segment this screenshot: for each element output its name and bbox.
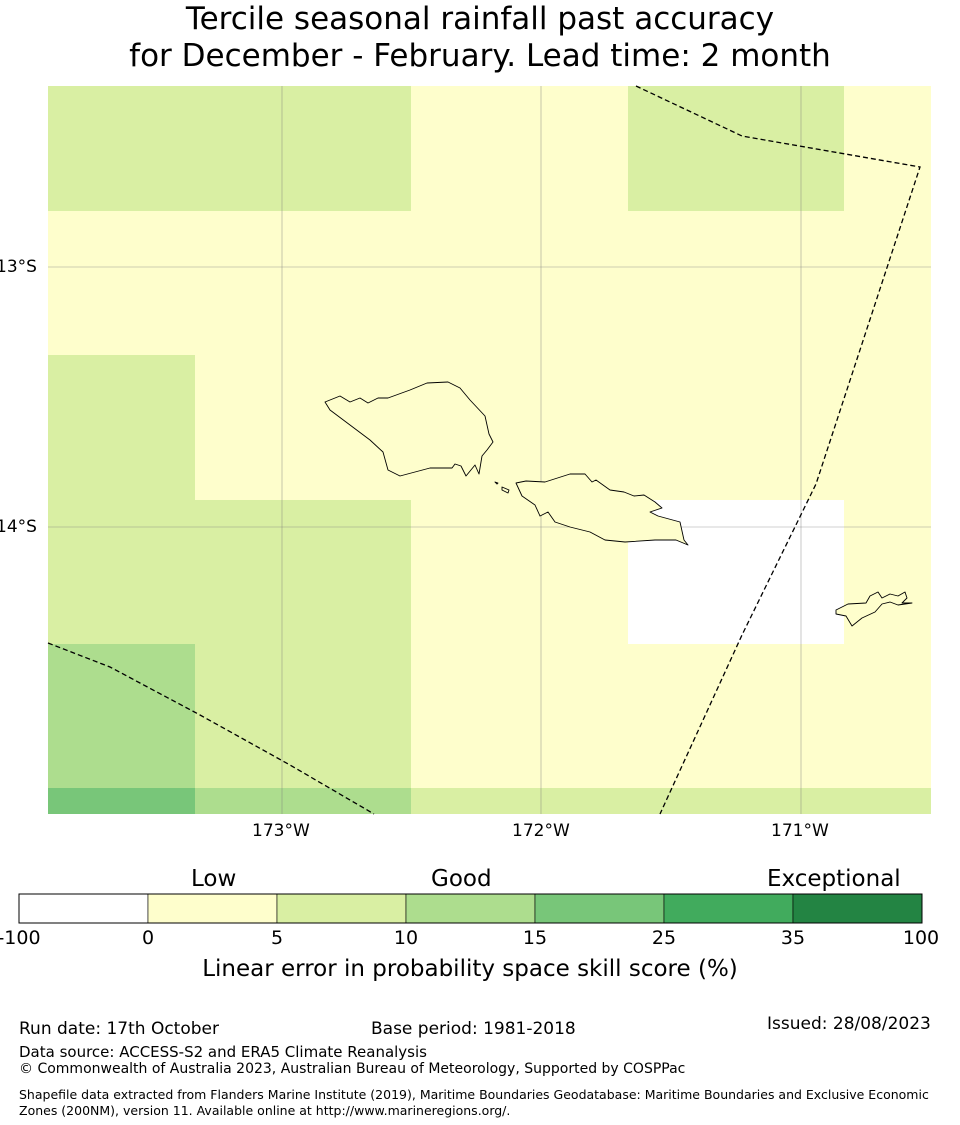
eez-boundary-south-west bbox=[47, 642, 375, 815]
grid-cell-nw bbox=[48, 86, 411, 211]
colorbar-swatch bbox=[147, 893, 278, 924]
island-savaii bbox=[324, 381, 494, 477]
eez-boundary-north-east bbox=[635, 85, 921, 815]
grid-cell-sw-low bbox=[48, 644, 195, 788]
colorbar-tick: 25 bbox=[651, 927, 677, 949]
colorbar-swatch bbox=[663, 893, 794, 924]
colorbar-tick: 5 bbox=[270, 927, 284, 949]
map-title-line-2: for December - February. Lead time: 2 mo… bbox=[129, 38, 831, 74]
colorbar-swatch bbox=[534, 893, 665, 924]
island-upolu bbox=[515, 473, 689, 546]
colorbar-tick: 0 bbox=[141, 927, 155, 949]
grid-cell-bottom-corner bbox=[48, 788, 195, 814]
lat-label-14s: 14°S bbox=[0, 517, 37, 537]
lon-label-173w: 173°W bbox=[252, 821, 310, 841]
colorbar-swatch bbox=[792, 893, 923, 924]
island-tutuila bbox=[835, 591, 913, 627]
grid-cell-sw-mid bbox=[195, 500, 411, 788]
data-source: Data source: ACCESS-S2 and ERA5 Climate … bbox=[19, 1043, 427, 1061]
islands bbox=[324, 381, 913, 627]
issued-date: Issued: 28/08/2023 bbox=[767, 1014, 931, 1034]
colorbar-title: Linear error in probability space skill … bbox=[202, 956, 738, 982]
base-period: Base period: 1981-2018 bbox=[371, 1019, 576, 1039]
grid-cell-bottom-mid bbox=[195, 788, 411, 814]
skill-grid bbox=[48, 86, 931, 814]
colorbar-swatch bbox=[276, 893, 407, 924]
lat-label-13s: 13°S bbox=[0, 257, 37, 277]
island-apolima bbox=[494, 481, 499, 485]
colorbar-category-exceptional: Exceptional bbox=[767, 866, 901, 892]
colorbar-swatches bbox=[18, 893, 923, 924]
colorbar-frame bbox=[18, 893, 923, 924]
copyright: © Commonwealth of Australia 2023, Austra… bbox=[19, 1061, 686, 1077]
graticule bbox=[48, 86, 931, 814]
colorbar-tick: 100 bbox=[902, 927, 940, 949]
colorbar-category-good: Good bbox=[431, 866, 492, 892]
colorbar-tick: 10 bbox=[393, 927, 419, 949]
grid-cell-ne bbox=[628, 86, 844, 211]
colorbar-tick: 35 bbox=[780, 927, 806, 949]
colorbar-tick: -100 bbox=[0, 927, 41, 949]
colorbar-swatch bbox=[18, 893, 149, 924]
colorbar-category-low: Low bbox=[191, 866, 237, 892]
run-date: Run date: 17th October bbox=[19, 1019, 219, 1039]
lon-label-172w: 172°W bbox=[512, 821, 570, 841]
lon-label-171w: 171°W bbox=[771, 821, 829, 841]
map-title-line-1: Tercile seasonal rainfall past accuracy bbox=[185, 1, 775, 37]
eez-boundaries bbox=[47, 85, 921, 815]
colorbar-swatch bbox=[405, 893, 536, 924]
shapefile-attribution: Shapefile data extracted from Flanders M… bbox=[19, 1087, 929, 1118]
colorbar-tick: 15 bbox=[522, 927, 548, 949]
grid-cell-bottom-strip bbox=[411, 788, 931, 814]
island-manono bbox=[501, 486, 510, 494]
